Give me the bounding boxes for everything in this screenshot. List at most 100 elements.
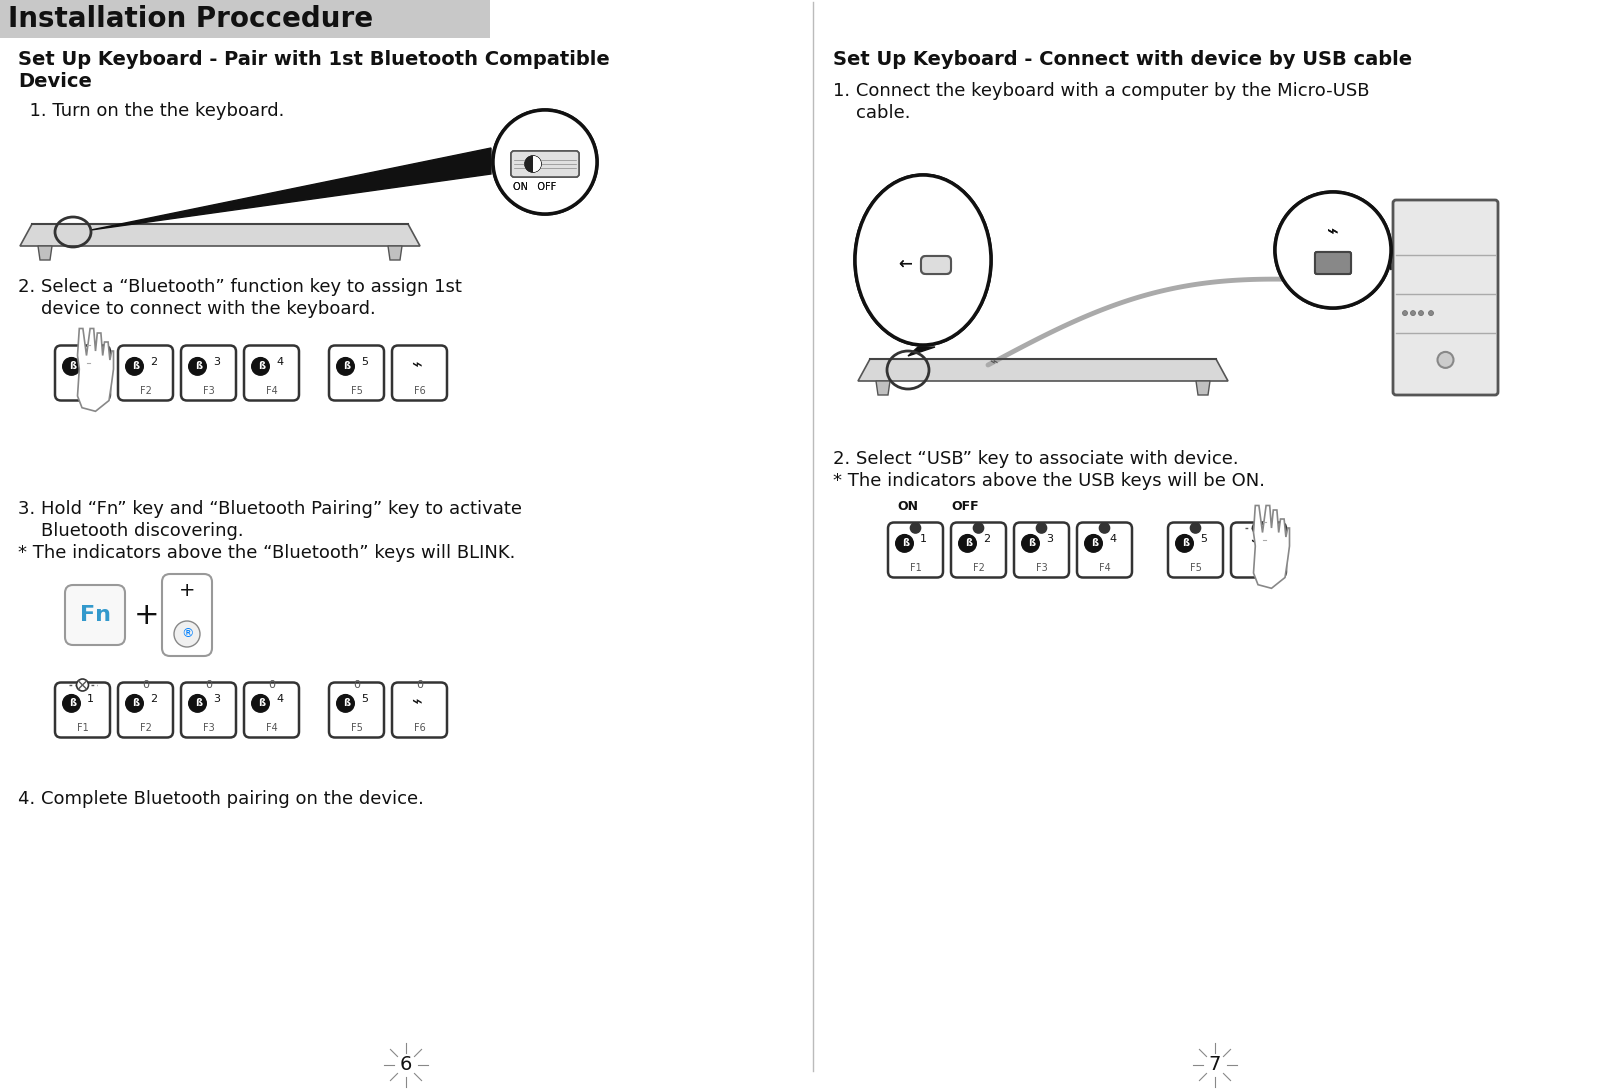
Circle shape [63, 358, 81, 375]
Text: ⌁: ⌁ [1328, 223, 1339, 241]
Text: ß: ß [902, 538, 909, 549]
Text: ß: ß [965, 538, 972, 549]
Text: Bluetooth discovering.: Bluetooth discovering. [18, 521, 244, 540]
Text: Fn: Fn [79, 606, 110, 625]
Text: 2: 2 [150, 694, 157, 704]
Text: F4: F4 [1098, 563, 1111, 573]
Polygon shape [39, 245, 52, 260]
Circle shape [493, 110, 597, 214]
Text: F5: F5 [351, 723, 362, 733]
Text: Device: Device [18, 72, 92, 91]
Text: ß: ß [259, 698, 265, 708]
Circle shape [189, 695, 207, 712]
Circle shape [910, 523, 920, 533]
Circle shape [126, 695, 144, 712]
Polygon shape [1197, 381, 1210, 395]
Text: +: + [179, 580, 196, 599]
FancyBboxPatch shape [181, 346, 236, 400]
Wedge shape [534, 156, 542, 172]
FancyBboxPatch shape [55, 346, 110, 400]
Text: 6: 6 [399, 1055, 412, 1075]
Wedge shape [534, 156, 542, 172]
Text: 5: 5 [361, 357, 369, 367]
FancyBboxPatch shape [328, 346, 383, 400]
Circle shape [896, 535, 914, 552]
Text: F6: F6 [414, 386, 425, 396]
Text: ®: ® [181, 627, 194, 640]
FancyBboxPatch shape [1392, 200, 1497, 395]
Text: ⌁: ⌁ [1328, 223, 1339, 241]
Text: * The indicators above the “Bluetooth” keys will BLINK.: * The indicators above the “Bluetooth” k… [18, 544, 516, 562]
Circle shape [526, 156, 542, 172]
Ellipse shape [855, 175, 991, 345]
Text: ß: ß [196, 698, 202, 708]
Circle shape [1253, 521, 1264, 533]
Text: 0: 0 [353, 680, 361, 690]
FancyBboxPatch shape [1315, 252, 1350, 274]
Text: F5: F5 [1190, 563, 1201, 573]
Circle shape [1274, 192, 1391, 308]
Text: 7: 7 [1210, 1055, 1221, 1075]
Polygon shape [1253, 505, 1289, 588]
Text: 2. Select “USB” key to associate with device.: 2. Select “USB” key to associate with de… [833, 449, 1239, 468]
Text: Installation Proccedure: Installation Proccedure [8, 5, 374, 33]
Circle shape [63, 695, 81, 712]
Text: Set Up Keyboard - Pair with 1st Bluetooth Compatible: Set Up Keyboard - Pair with 1st Bluetoot… [18, 50, 610, 69]
Text: * The indicators above the USB keys will be ON.: * The indicators above the USB keys will… [833, 472, 1264, 490]
FancyBboxPatch shape [511, 151, 579, 177]
Circle shape [76, 679, 89, 691]
Text: F6: F6 [1253, 563, 1264, 573]
FancyBboxPatch shape [0, 0, 490, 38]
Text: 3: 3 [213, 694, 220, 704]
Text: F1: F1 [910, 563, 922, 573]
Text: ß: ß [133, 361, 139, 371]
FancyBboxPatch shape [118, 346, 173, 400]
Circle shape [336, 695, 354, 712]
Polygon shape [859, 359, 1227, 381]
Text: 2. Select a “Bluetooth” function key to assign 1st: 2. Select a “Bluetooth” function key to … [18, 278, 462, 296]
Circle shape [1085, 535, 1103, 552]
Text: F3: F3 [202, 723, 215, 733]
FancyBboxPatch shape [922, 256, 951, 274]
Circle shape [1428, 311, 1434, 315]
Circle shape [493, 110, 597, 214]
Text: ß: ß [1028, 538, 1035, 549]
FancyBboxPatch shape [65, 585, 125, 645]
FancyBboxPatch shape [1231, 523, 1286, 577]
Circle shape [1036, 523, 1046, 533]
Circle shape [336, 358, 354, 375]
Text: 5: 5 [1200, 533, 1208, 544]
FancyBboxPatch shape [391, 683, 446, 738]
Polygon shape [19, 224, 420, 245]
Circle shape [175, 621, 201, 647]
Text: F3: F3 [202, 386, 215, 396]
Circle shape [526, 156, 542, 172]
FancyBboxPatch shape [922, 256, 951, 274]
Text: 1. Turn on the the keyboard.: 1. Turn on the the keyboard. [18, 101, 285, 120]
Text: 0: 0 [416, 680, 424, 690]
FancyBboxPatch shape [55, 683, 110, 738]
Circle shape [1402, 311, 1407, 315]
Text: ON   OFF: ON OFF [513, 182, 556, 192]
Text: cable.: cable. [833, 104, 910, 122]
Circle shape [1274, 192, 1391, 308]
Text: F3: F3 [1035, 563, 1048, 573]
Text: 2: 2 [150, 357, 157, 367]
Text: ß: ß [1182, 538, 1188, 549]
Circle shape [1190, 523, 1200, 533]
Text: ON: ON [897, 500, 918, 513]
Text: ←: ← [897, 256, 912, 274]
Polygon shape [1389, 240, 1391, 269]
Circle shape [1100, 523, 1109, 533]
Circle shape [252, 695, 270, 712]
Polygon shape [78, 328, 113, 411]
FancyBboxPatch shape [888, 523, 943, 577]
Text: 1. Connect the keyboard with a computer by the Micro-USB: 1. Connect the keyboard with a computer … [833, 82, 1370, 100]
FancyBboxPatch shape [118, 683, 173, 738]
Text: F4: F4 [265, 723, 278, 733]
Text: 0: 0 [205, 680, 212, 690]
Text: +: + [134, 600, 160, 630]
Text: 4: 4 [277, 357, 283, 367]
FancyBboxPatch shape [951, 523, 1006, 577]
Text: 4: 4 [1109, 533, 1116, 544]
